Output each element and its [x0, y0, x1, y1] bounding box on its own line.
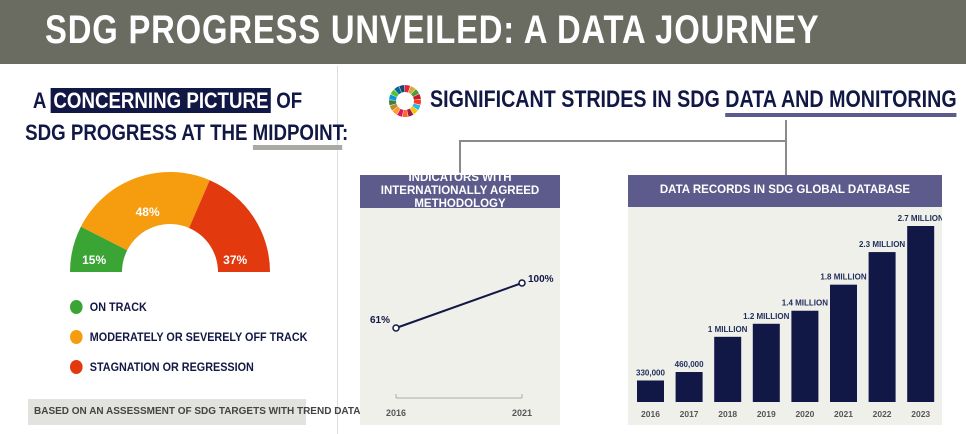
bar-label: 1 MILLION [708, 325, 748, 334]
legend-label: ON TRACK [89, 300, 147, 314]
header-bar: SDG PROGRESS UNVEILED: A DATA JOURNEY [0, 0, 966, 64]
data-label: 100% [528, 274, 554, 285]
title-text: SIGNIFICANT STRIDES IN SDG [430, 86, 726, 113]
legend-dot-icon [70, 300, 83, 314]
left-title-line2: SDG PROGRESS AT THE MIDPOINT: [25, 120, 348, 150]
gauge-label: 37% [223, 253, 247, 267]
wheel-segment [408, 86, 416, 95]
title-underlined: DATA AND MONITORING [725, 86, 957, 117]
wheel-segment [389, 100, 397, 106]
x-tick-label: 2023 [911, 409, 930, 419]
wheel-segment [399, 85, 405, 93]
wheel-segment [389, 94, 397, 101]
records-panel: DATA RECORDS IN SDG GLOBAL DATABASE 330,… [628, 175, 944, 425]
wheel-segment [390, 89, 399, 97]
title-text: A [32, 88, 46, 113]
x-tick-label: 2017 [680, 409, 699, 419]
sdg-wheel-icon [389, 85, 421, 117]
wheel-segment [413, 99, 421, 105]
bar-label: 460,000 [675, 360, 704, 369]
wheel-segment [394, 86, 402, 95]
bar-label: 1.8 MILLION [820, 273, 866, 282]
bar [830, 284, 857, 402]
wheel-segment [412, 103, 421, 111]
connector [459, 140, 787, 142]
legend-item: STAGNATION OR REGRESSION [70, 360, 254, 374]
bar-label: 2.7 MILLION [898, 214, 942, 223]
legend-item: MODERATELY OR SEVERELY OFF TRACK [70, 330, 307, 344]
bar [907, 226, 935, 402]
bar [637, 380, 664, 402]
gauge-segment [189, 180, 270, 272]
wheel-segment [389, 103, 398, 111]
bar [752, 323, 780, 402]
left-title-line1: A CONCERNING PICTURE OF [25, 88, 310, 114]
divider [337, 66, 338, 434]
series-line [395, 282, 523, 329]
connector [459, 140, 461, 176]
gauge-chart: 15% 48% 37% [70, 172, 270, 272]
bar [714, 336, 742, 402]
legend-dot-icon [70, 360, 83, 374]
bar-label: 330,000 [636, 368, 665, 377]
wheel-segment [413, 93, 421, 100]
wheel-segment [397, 108, 404, 117]
page-title: SDG PROGRESS UNVEILED: A DATA JOURNEY [45, 8, 820, 52]
data-label: 61% [370, 315, 390, 326]
wheel-segment [411, 89, 420, 97]
wheel-segment [406, 108, 414, 117]
panel-header: DATA RECORDS IN SDG GLOBAL DATABASE [628, 175, 942, 207]
wheel-segment [410, 106, 418, 115]
footnote: BASED ON AN ASSESSMENT OF SDG TARGETS WI… [28, 399, 363, 425]
bar-chart: 330,000 2016 460,000 2017 1 MILLION 2018 1.2 M… [636, 214, 944, 419]
legend-label: STAGNATION OR REGRESSION [89, 360, 254, 374]
x-tick-label: 2016 [386, 408, 406, 418]
legend-label: MODERATELY OR SEVERELY OFF TRACK [89, 330, 308, 344]
wheel-segment [392, 106, 401, 115]
x-tick-label: 2016 [641, 409, 660, 419]
x-tick-label: 2020 [795, 409, 814, 419]
data-point [518, 279, 526, 287]
wheel-segment [402, 109, 408, 117]
title-highlight: CONCERNING PICTURE [50, 88, 272, 113]
connector [785, 120, 787, 176]
gauge-segment [80, 172, 210, 251]
gauge-segment [70, 226, 128, 272]
indicators-panel: INDICATORS WITH INTERNATIONALLY AGREED M… [360, 172, 560, 425]
title-text: : [342, 120, 349, 145]
data-point [392, 324, 400, 332]
x-tick-label: 2021 [512, 408, 532, 418]
bar-label: 2.3 MILLION [859, 240, 905, 249]
line-chart: 61% 2016 100% 2021 [370, 274, 554, 418]
bar-label: 1.2 MILLION [743, 312, 789, 321]
x-tick-label: 2022 [873, 409, 892, 419]
x-tick-label: 2018 [718, 409, 737, 419]
gauge-label: 48% [136, 205, 160, 219]
bar [791, 310, 819, 402]
panel-header: INDICATORS WITH INTERNATIONALLY AGREED M… [360, 172, 560, 210]
bar [675, 372, 703, 402]
title-text: SDG PROGRESS AT THE [25, 120, 248, 145]
legend-item: ON TRACK [70, 300, 147, 314]
x-tick-label: 2021 [834, 409, 853, 419]
bar-label: 1.4 MILLION [782, 299, 828, 308]
legend-dot-icon [70, 330, 83, 344]
wheel-segment [405, 85, 411, 93]
title-underlined: MIDPOINT [252, 120, 343, 150]
bar [868, 252, 896, 402]
right-title: SIGNIFICANT STRIDES IN SDG DATA AND MONI… [430, 86, 957, 117]
x-tick-label: 2019 [757, 409, 776, 419]
gauge-label: 15% [82, 253, 106, 267]
title-text: OF [276, 88, 303, 113]
